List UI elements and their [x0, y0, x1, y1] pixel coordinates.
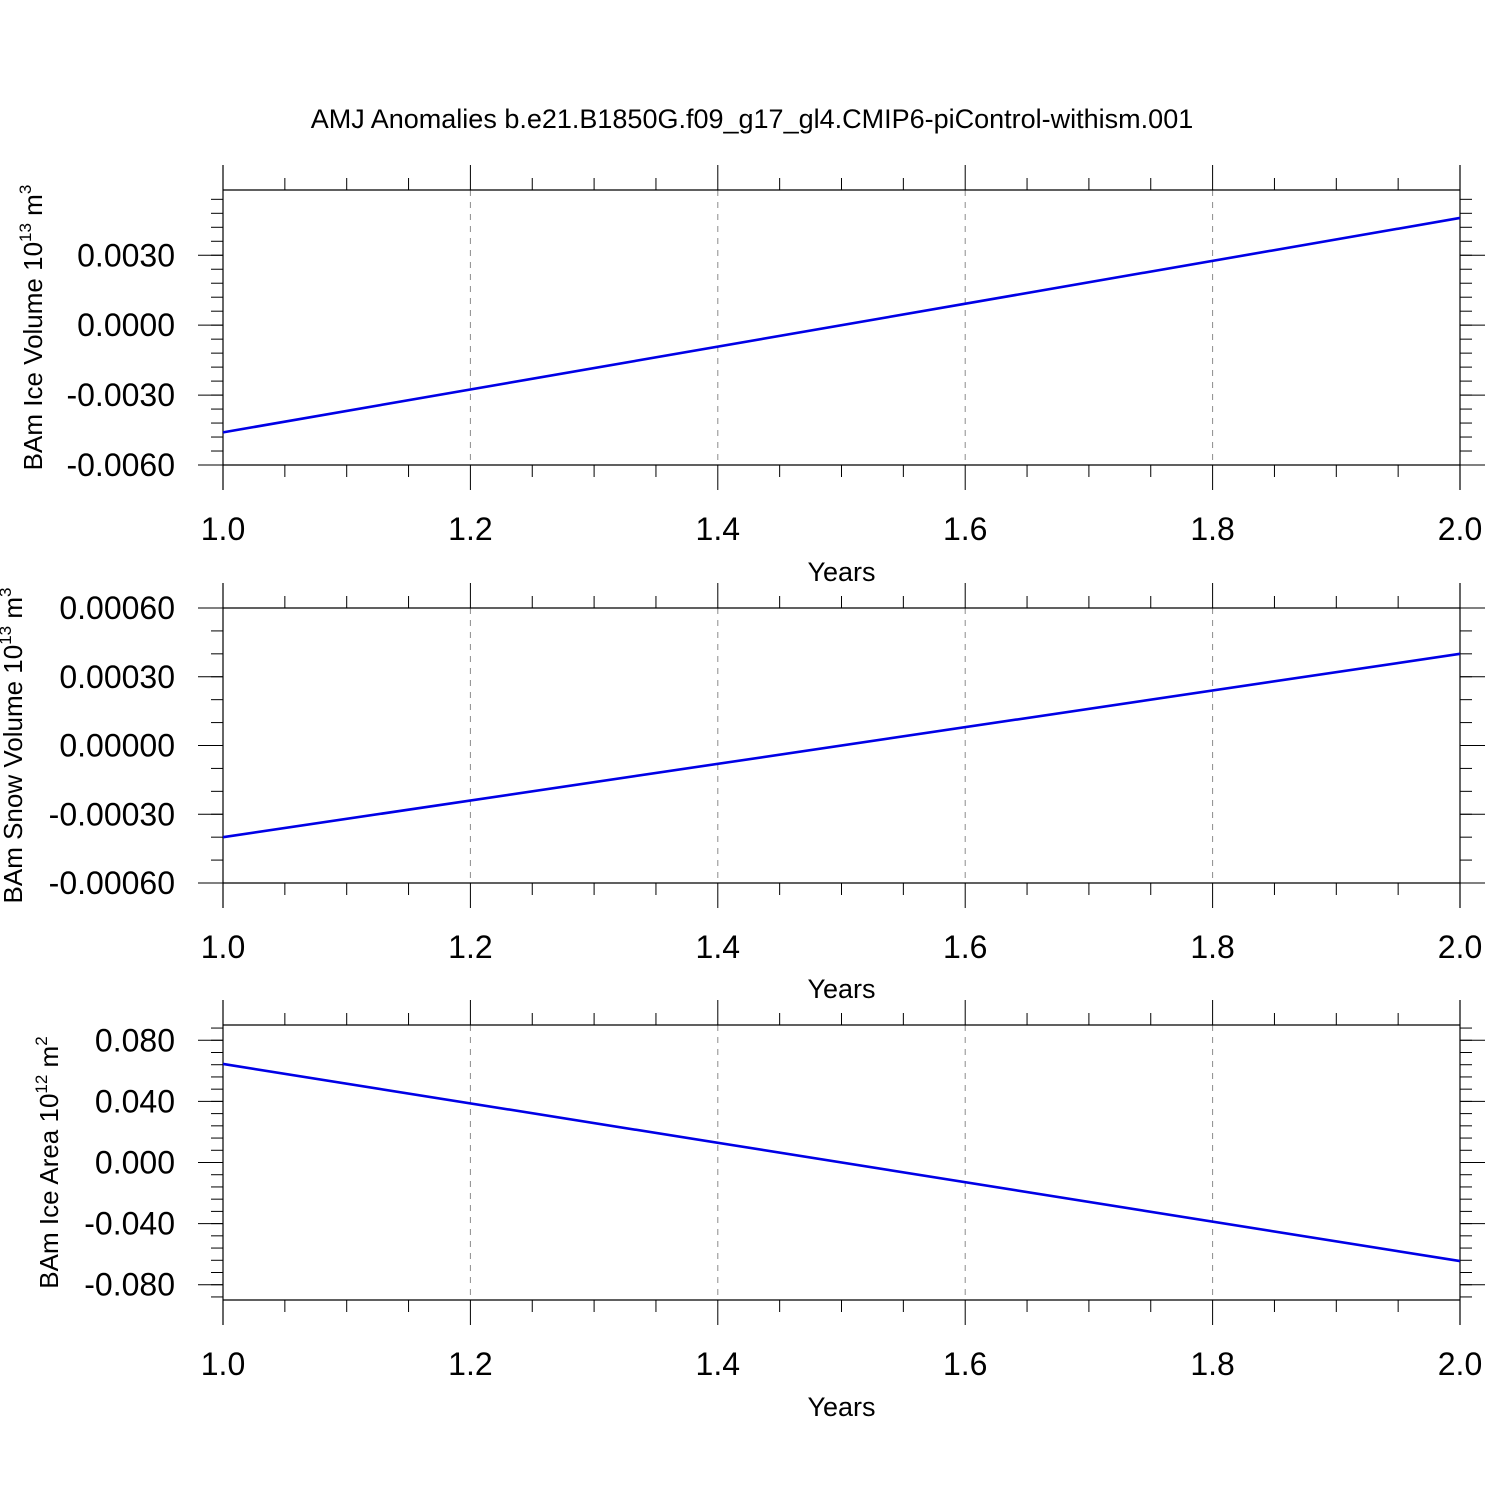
panel-1: 0.0030 0.0000 -0.0030 -0.0060 1.0 1.2 1.4 1.6 1.… [16, 165, 1485, 587]
x-tick-label: 1.6 [943, 1346, 987, 1382]
y-tick-label: -0.080 [84, 1267, 175, 1303]
x-tick-label: 2.0 [1438, 929, 1482, 965]
x-tick-label: 1.4 [696, 929, 740, 965]
series-line [222, 1062, 1461, 1263]
series-line [222, 216, 1461, 434]
x-tick-label: 1.2 [448, 1346, 492, 1382]
y-tick-label: 0.000 [95, 1145, 175, 1181]
x-tick-label: 1.8 [1190, 1346, 1234, 1382]
series-line [222, 652, 1461, 839]
panel-3: 0.080 0.040 0.000 -0.040 -0.080 1.0 1.2 1.4 1.6 1… [32, 1000, 1485, 1422]
y-tick-label: 0.00000 [59, 728, 175, 764]
y-tick-label: 0.00030 [59, 659, 175, 695]
x-tick-label: 1.4 [696, 1346, 740, 1382]
x-tick-label: 1.2 [448, 929, 492, 965]
y-axis-label: BAm Ice Area 1012 m2 [32, 1036, 64, 1288]
y-tick-label: -0.0060 [66, 447, 175, 483]
x-tick-label: 1.6 [943, 511, 987, 547]
x-tick-label: 1.0 [201, 1346, 245, 1382]
x-tick-label: 1.0 [201, 511, 245, 547]
y-tick-label: 0.0000 [77, 307, 175, 343]
panels: 0.0030 0.0000 -0.0030 -0.0060 1.0 1.2 1.4 1.6 1.… [0, 165, 1485, 1422]
y-tick-label: 0.040 [95, 1083, 175, 1119]
y-tick-label: 0.00060 [59, 590, 175, 626]
x-tick-label: 2.0 [1438, 511, 1482, 547]
x-axis-label: Years [807, 974, 875, 1004]
y-tick-label: -0.040 [84, 1206, 175, 1242]
y-tick-label: 0.080 [95, 1022, 175, 1058]
x-tick-label: 1.8 [1190, 929, 1234, 965]
y-axis-label: BAm Snow Volume 1013 m3 [0, 588, 28, 904]
x-axis-label: Years [807, 557, 875, 587]
x-axis-label: Years [807, 1392, 875, 1422]
x-tick-label: 2.0 [1438, 1346, 1482, 1382]
y-axis-label: BAm Ice Volume 1013 m3 [16, 185, 48, 471]
chart-title: AMJ Anomalies b.e21.B1850G.f09_g17_gl4.C… [311, 104, 1193, 134]
x-tick-label: 1.8 [1190, 511, 1234, 547]
x-tick-label: 1.4 [696, 511, 740, 547]
y-tick-label: -0.0030 [66, 377, 175, 413]
y-tick-label: -0.00030 [49, 796, 175, 832]
y-tick-label: -0.00060 [49, 865, 175, 901]
y-tick-label: 0.0030 [77, 237, 175, 273]
x-tick-label: 1.6 [943, 929, 987, 965]
x-tick-label: 1.2 [448, 511, 492, 547]
x-tick-label: 1.0 [201, 929, 245, 965]
panel-2: 0.00060 0.00030 0.00000 -0.00030 -0.00060 1.0… [0, 583, 1485, 1004]
